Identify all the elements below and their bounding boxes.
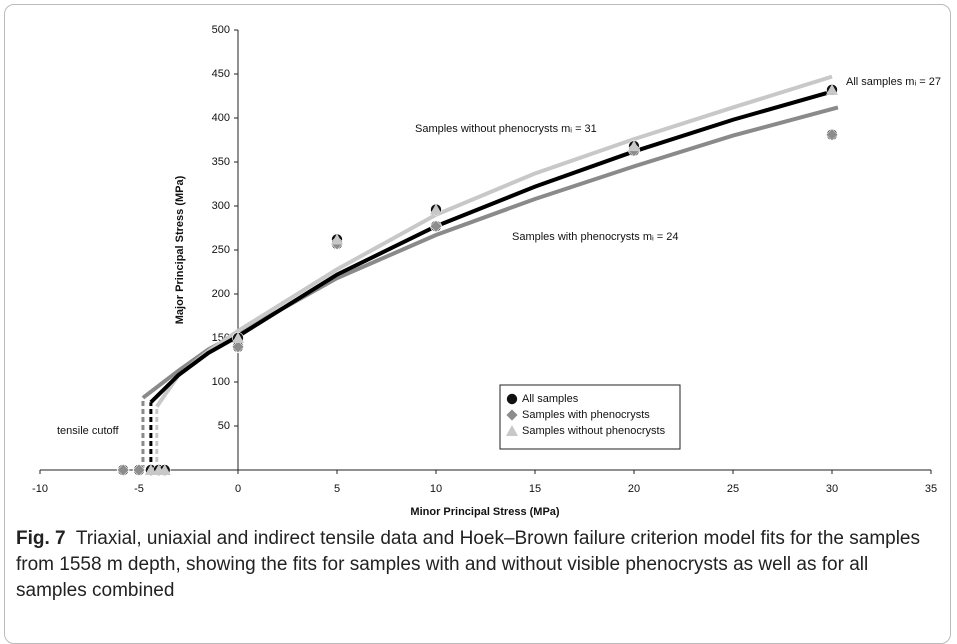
point <box>430 203 442 215</box>
legend-marker <box>506 393 518 405</box>
annotation: Samples with phenocrysts mᵢ = 24 <box>512 231 679 243</box>
x-tick-label: 5 <box>334 483 340 495</box>
y-tick-label: 350 <box>212 156 230 168</box>
y-axis-title: Major Principal Stress (MPa) <box>174 175 186 324</box>
x-tick-label: 30 <box>826 483 838 495</box>
caption: Fig. 7 Triaxial, uniaxial and indirect t… <box>16 526 941 604</box>
y-tick-label: 50 <box>218 420 230 432</box>
x-tick-label: -5 <box>134 483 144 495</box>
y-tick-label: 250 <box>212 244 230 256</box>
point <box>826 83 838 95</box>
legend-box <box>499 384 681 450</box>
point <box>331 233 343 245</box>
y-tick-label: 200 <box>212 288 230 300</box>
point <box>231 340 245 354</box>
x-tick-label: 20 <box>628 483 640 495</box>
fit-curve <box>141 105 839 400</box>
y-tick-label: 500 <box>212 24 230 36</box>
y-tick-label: 450 <box>212 68 230 80</box>
caption-label: Fig. 7 <box>16 528 66 549</box>
point <box>116 463 130 477</box>
legend: All samples Samples with phenocrysts Sampl… <box>499 384 681 450</box>
annotation: All samples mᵢ = 27 <box>846 76 941 88</box>
x-tick-label: 0 <box>235 483 241 495</box>
point <box>232 332 244 343</box>
y-tick-label: 300 <box>212 200 230 212</box>
legend-label: Samples without phenocrysts <box>522 425 666 437</box>
point <box>132 463 146 477</box>
point <box>825 128 839 142</box>
point <box>429 219 443 233</box>
x-tick-label: 15 <box>529 483 541 495</box>
x-tick-label: 35 <box>925 483 937 495</box>
x-tick-label: 25 <box>727 483 739 495</box>
chart: Minor Principal Stress (MPa) Major Princ… <box>32 24 941 518</box>
legend-marker <box>506 425 518 436</box>
annotation: tensile cutoff <box>57 425 120 437</box>
legend-marker <box>505 408 519 422</box>
x-tick-label: 10 <box>430 483 442 495</box>
point <box>144 464 157 475</box>
fit-curve <box>149 89 833 404</box>
legend-label: Samples with phenocrysts <box>522 409 650 421</box>
x-axis-title: Minor Principal Stress (MPa) <box>410 506 559 518</box>
point <box>158 464 171 475</box>
point <box>628 140 640 152</box>
legend-label: All samples <box>522 393 579 405</box>
annotation: Samples without phenocrysts mᵢ = 31 <box>415 123 597 135</box>
x-tick-label: -10 <box>32 483 48 495</box>
y-tick-label: 400 <box>212 112 230 124</box>
caption-text: Triaxial, uniaxial and indirect tensile … <box>16 528 920 601</box>
y-tick-label: 100 <box>212 376 230 388</box>
